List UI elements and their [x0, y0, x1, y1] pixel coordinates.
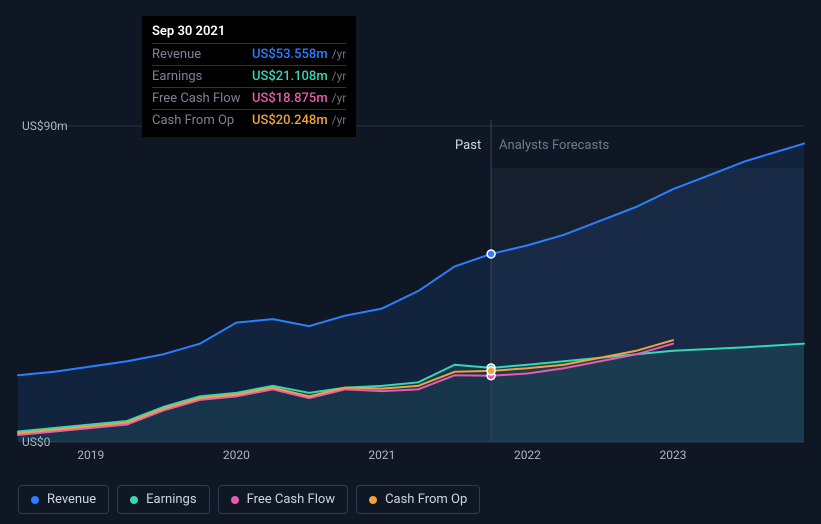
tooltip-row: RevenueUS$53.558m/yr	[152, 43, 346, 65]
tooltip-date: Sep 30 2021	[152, 22, 346, 43]
tooltip-row: Cash From OpUS$20.248m/yr	[152, 109, 346, 131]
legend-dot-icon	[369, 496, 377, 504]
chart-tooltip: Sep 30 2021 RevenueUS$53.558m/yrEarnings…	[142, 16, 356, 137]
tooltip-row-value: US$21.108m	[252, 69, 328, 84]
forecast-region-label: Analysts Forecasts	[499, 138, 609, 153]
legend-item-free-cash-flow[interactable]: Free Cash Flow	[218, 485, 348, 514]
tooltip-row-label: Cash From Op	[152, 113, 252, 128]
legend-dot-icon	[130, 496, 138, 504]
legend-item-earnings[interactable]: Earnings	[117, 485, 209, 514]
y-tick-label: US$0	[22, 435, 50, 449]
legend-label: Earnings	[146, 492, 196, 507]
legend-dot-icon	[31, 496, 39, 504]
x-tick-label: 2022	[514, 448, 541, 462]
tooltip-row-unit: /yr	[332, 47, 347, 61]
chart-legend: Revenue Earnings Free Cash Flow Cash From O…	[18, 485, 480, 514]
tooltip-row-unit: /yr	[332, 91, 347, 105]
tooltip-row-label: Revenue	[152, 47, 252, 62]
legend-item-revenue[interactable]: Revenue	[18, 485, 109, 514]
tooltip-row: Free Cash FlowUS$18.875m/yr	[152, 87, 346, 109]
x-tick-label: 2020	[223, 448, 250, 462]
tooltip-row-label: Free Cash Flow	[152, 91, 252, 106]
tooltip-row-unit: /yr	[332, 69, 347, 83]
financial-forecast-chart: US$90m US$0 2019 2020 2021 2022 2023 Past Ana…	[0, 0, 821, 524]
legend-label: Cash From Op	[385, 492, 467, 507]
legend-label: Free Cash Flow	[247, 492, 335, 507]
legend-label: Revenue	[47, 492, 96, 507]
x-tick-label: 2023	[660, 448, 687, 462]
tooltip-row-value: US$18.875m	[252, 91, 328, 106]
legend-item-cash-from-op[interactable]: Cash From Op	[356, 485, 480, 514]
chart-plot[interactable]	[0, 0, 821, 524]
tooltip-row-value: US$53.558m	[252, 47, 328, 62]
tooltip-row-value: US$20.248m	[252, 113, 328, 128]
x-tick-label: 2019	[77, 448, 104, 462]
tooltip-row: EarningsUS$21.108m/yr	[152, 65, 346, 87]
x-tick-label: 2021	[368, 448, 395, 462]
tooltip-row-label: Earnings	[152, 69, 252, 84]
legend-dot-icon	[231, 496, 239, 504]
y-tick-label: US$90m	[22, 119, 68, 133]
past-region-label: Past	[455, 138, 481, 153]
tooltip-row-unit: /yr	[332, 113, 347, 127]
